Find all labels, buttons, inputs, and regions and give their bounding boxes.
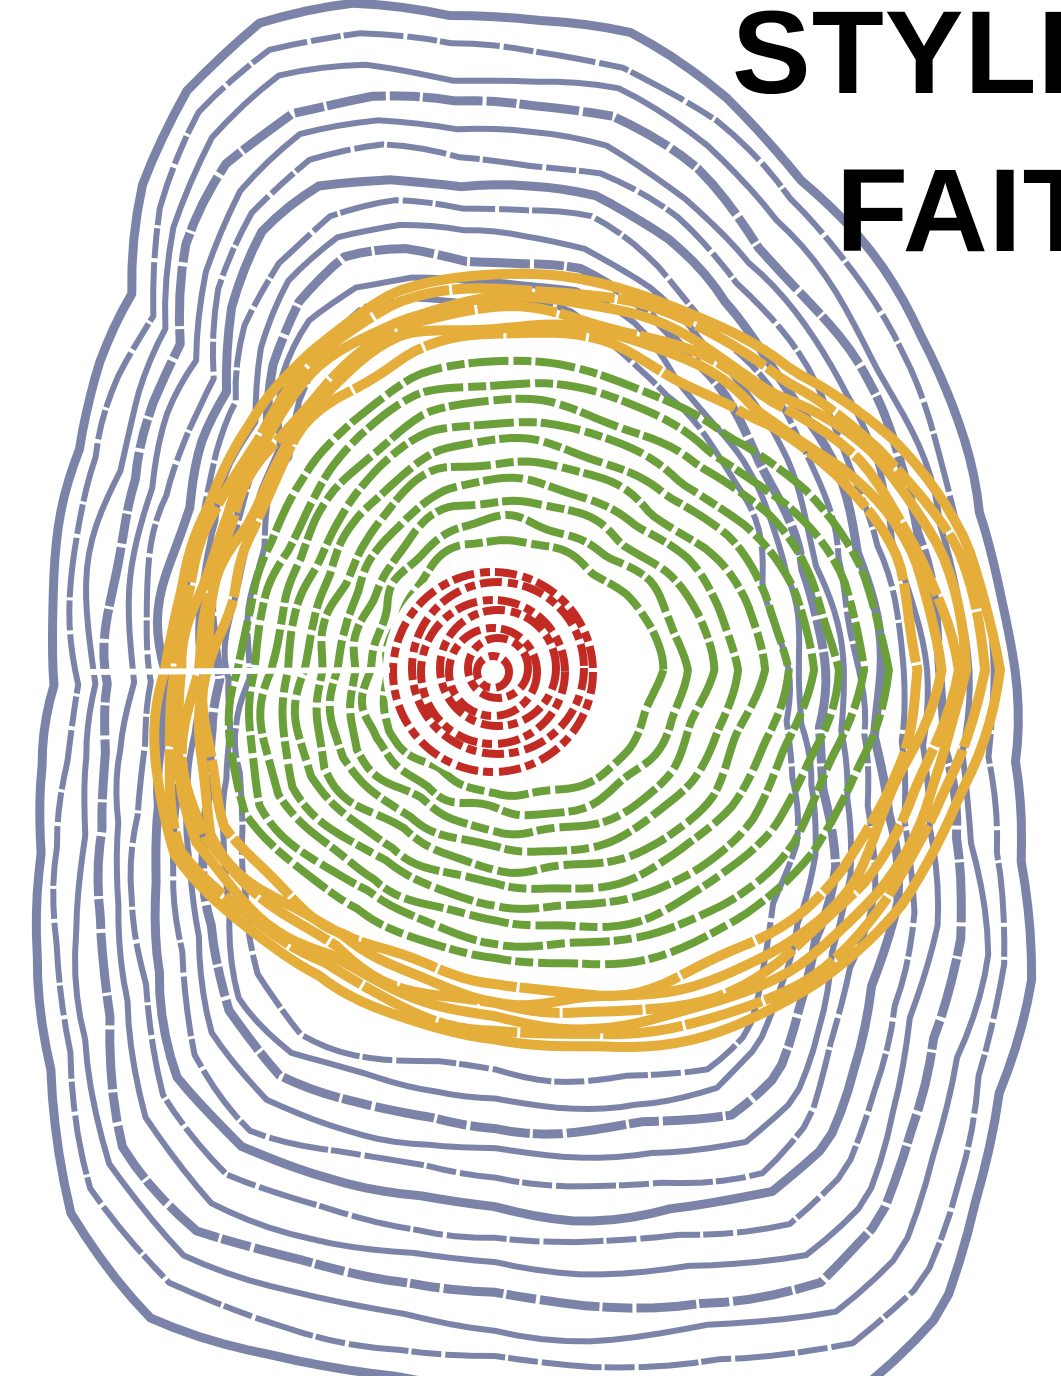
core-ring — [473, 652, 513, 692]
core-ring — [417, 596, 569, 748]
core-ring — [408, 578, 588, 758]
outer-ring — [50, 30, 1008, 1371]
core-ring — [445, 624, 541, 720]
outer-ring — [31, 0, 1037, 1376]
core-ring — [464, 634, 532, 702]
core-disc — [383, 558, 607, 782]
title-line-2: FAIT — [836, 145, 1061, 277]
inner-ring — [256, 394, 843, 931]
core-ring — [436, 606, 560, 730]
title-line-1: STYLE — [732, 0, 1061, 119]
core-ring-layer — [383, 558, 607, 782]
core-ring — [389, 568, 597, 776]
radial-crack — [79, 667, 391, 675]
